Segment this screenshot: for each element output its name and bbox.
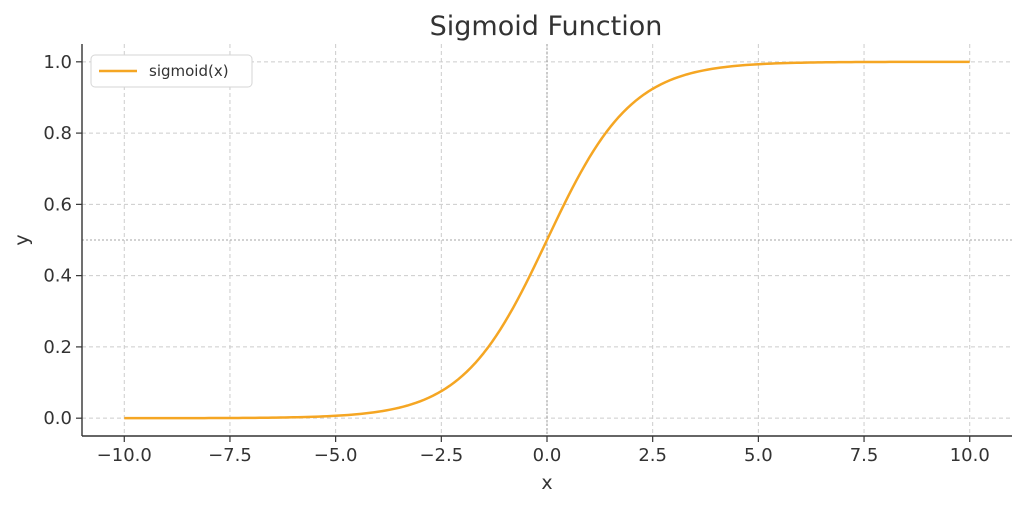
- x-tick-label: 5.0: [744, 445, 773, 466]
- y-tick-label: 1.0: [43, 52, 72, 73]
- y-axis-label: y: [11, 234, 33, 245]
- x-ticks: −10.0 −7.5 −5.0 −2.5 0.0 2.5 5.0 7.5 10.0: [97, 436, 990, 466]
- y-tick-label: 0.0: [43, 408, 72, 429]
- y-tick-label: 0.8: [43, 123, 72, 144]
- y-tick-label: 0.6: [43, 194, 72, 215]
- chart-title: Sigmoid Function: [430, 11, 663, 42]
- legend: sigmoid(x): [90, 54, 253, 88]
- x-tick-label: 7.5: [850, 445, 879, 466]
- x-axis-label: x: [541, 472, 552, 494]
- x-tick-label: −5.0: [314, 445, 358, 466]
- y-tick-label: 0.2: [43, 337, 72, 358]
- x-tick-label: −2.5: [419, 445, 463, 466]
- y-tick-label: 0.4: [43, 266, 72, 287]
- x-tick-label: −7.5: [208, 445, 252, 466]
- x-tick-label: 2.5: [638, 445, 667, 466]
- x-tick-label: −10.0: [97, 445, 152, 466]
- legend-label-sigmoid: sigmoid(x): [149, 62, 229, 80]
- x-tick-label: 0.0: [533, 445, 562, 466]
- sigmoid-series-line: [124, 60, 970, 420]
- x-tick-label: 10.0: [950, 445, 990, 466]
- series-layer: [124, 60, 970, 420]
- y-ticks: 0.0 0.2 0.4 0.6 0.8 1.0: [43, 52, 82, 429]
- legend-box: [90, 54, 253, 88]
